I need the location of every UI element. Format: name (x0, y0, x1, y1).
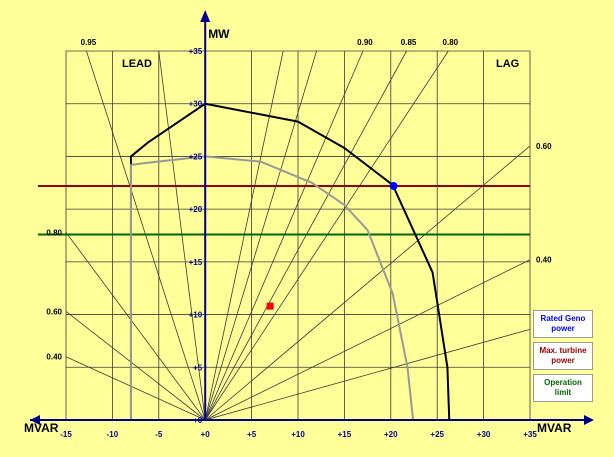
pf-line (204, 50, 449, 421)
x-tick-label: -10 (107, 430, 119, 439)
y-tick-label: +35 (189, 47, 203, 56)
y-tick-label: +15 (189, 258, 203, 267)
legend-max-turbine-power: Max. turbine power (533, 342, 593, 370)
x-tick-label: +5 (247, 430, 257, 439)
pf-label: 0.80 (46, 228, 62, 237)
pf-line (65, 356, 206, 421)
legend-operation-limit-label: Operation limit (544, 378, 582, 397)
labels: 0.95 0.90 0.85 0.80 0.60 0.40 0.80 0.60 0.40 -15 -… (24, 27, 572, 439)
x-axis-title-right: MVAR (537, 421, 572, 435)
x-axis-arrow-left (30, 415, 40, 425)
x-tick-label: -5 (155, 430, 163, 439)
x-tick-label: +25 (430, 430, 444, 439)
y-tick-label: +10 (189, 311, 203, 320)
pf-line (205, 259, 531, 421)
legend-operation-limit: Operation limit (533, 374, 593, 402)
x-axis-title-left: MVAR (24, 421, 59, 435)
x-tick-label: +35 (523, 430, 537, 439)
y-tick-label: +30 (189, 100, 203, 109)
y-tick-label: +0 (193, 416, 203, 425)
pf-label: 0.40 (536, 256, 552, 265)
pf-line (158, 50, 206, 421)
x-tick-label: +15 (338, 430, 352, 439)
max-capability-curve (129, 102, 451, 421)
legend-max-turbine-power-label: Max. turbine power (539, 346, 587, 365)
legend-rated-geno-power: Rated Geno power (533, 310, 593, 338)
pf-label: 0.60 (46, 307, 62, 316)
x-axis-arrow-right (584, 415, 594, 425)
lag-region-label: LAG (496, 58, 519, 70)
pf-label: 0.40 (46, 353, 62, 362)
y-axis-arrow (200, 10, 211, 22)
pf-label: 0.90 (357, 38, 373, 47)
pf-line (204, 50, 407, 421)
pf-line (205, 328, 531, 421)
x-tick-label: +10 (291, 430, 305, 439)
y-axis-title: MW (208, 27, 230, 41)
pf-label: 0.80 (443, 38, 459, 47)
power-factor-lines (65, 50, 531, 421)
points (266, 181, 398, 310)
x-tick-label: -15 (60, 430, 72, 439)
pf-line (65, 232, 206, 421)
capability-curves (129, 102, 451, 421)
pf-label: 0.60 (536, 142, 552, 151)
x-tick-label: +30 (477, 430, 491, 439)
pf-line (204, 145, 531, 421)
rated-capability-curve (129, 155, 415, 421)
operating-point-marker (266, 302, 274, 310)
pf-line (204, 50, 284, 421)
x-tick-label: +0 (201, 430, 211, 439)
pf-line (86, 50, 206, 421)
rated-geno-power-point (389, 181, 398, 190)
pf-line (65, 311, 206, 421)
lead-region-label: LEAD (122, 58, 152, 70)
x-tick-label: +20 (384, 430, 398, 439)
grid (65, 50, 531, 421)
pf-line (204, 50, 317, 421)
axes (30, 10, 594, 425)
y-tick-label: +5 (193, 363, 203, 372)
pf-label: 0.85 (401, 38, 417, 47)
y-tick-label: +25 (189, 152, 203, 161)
pf-line (204, 50, 364, 421)
pf-label: 0.95 (81, 38, 97, 47)
y-tick-label: +20 (189, 205, 203, 214)
limit-lines (38, 184, 530, 236)
legend-rated-geno-power-label: Rated Geno power (540, 314, 586, 333)
